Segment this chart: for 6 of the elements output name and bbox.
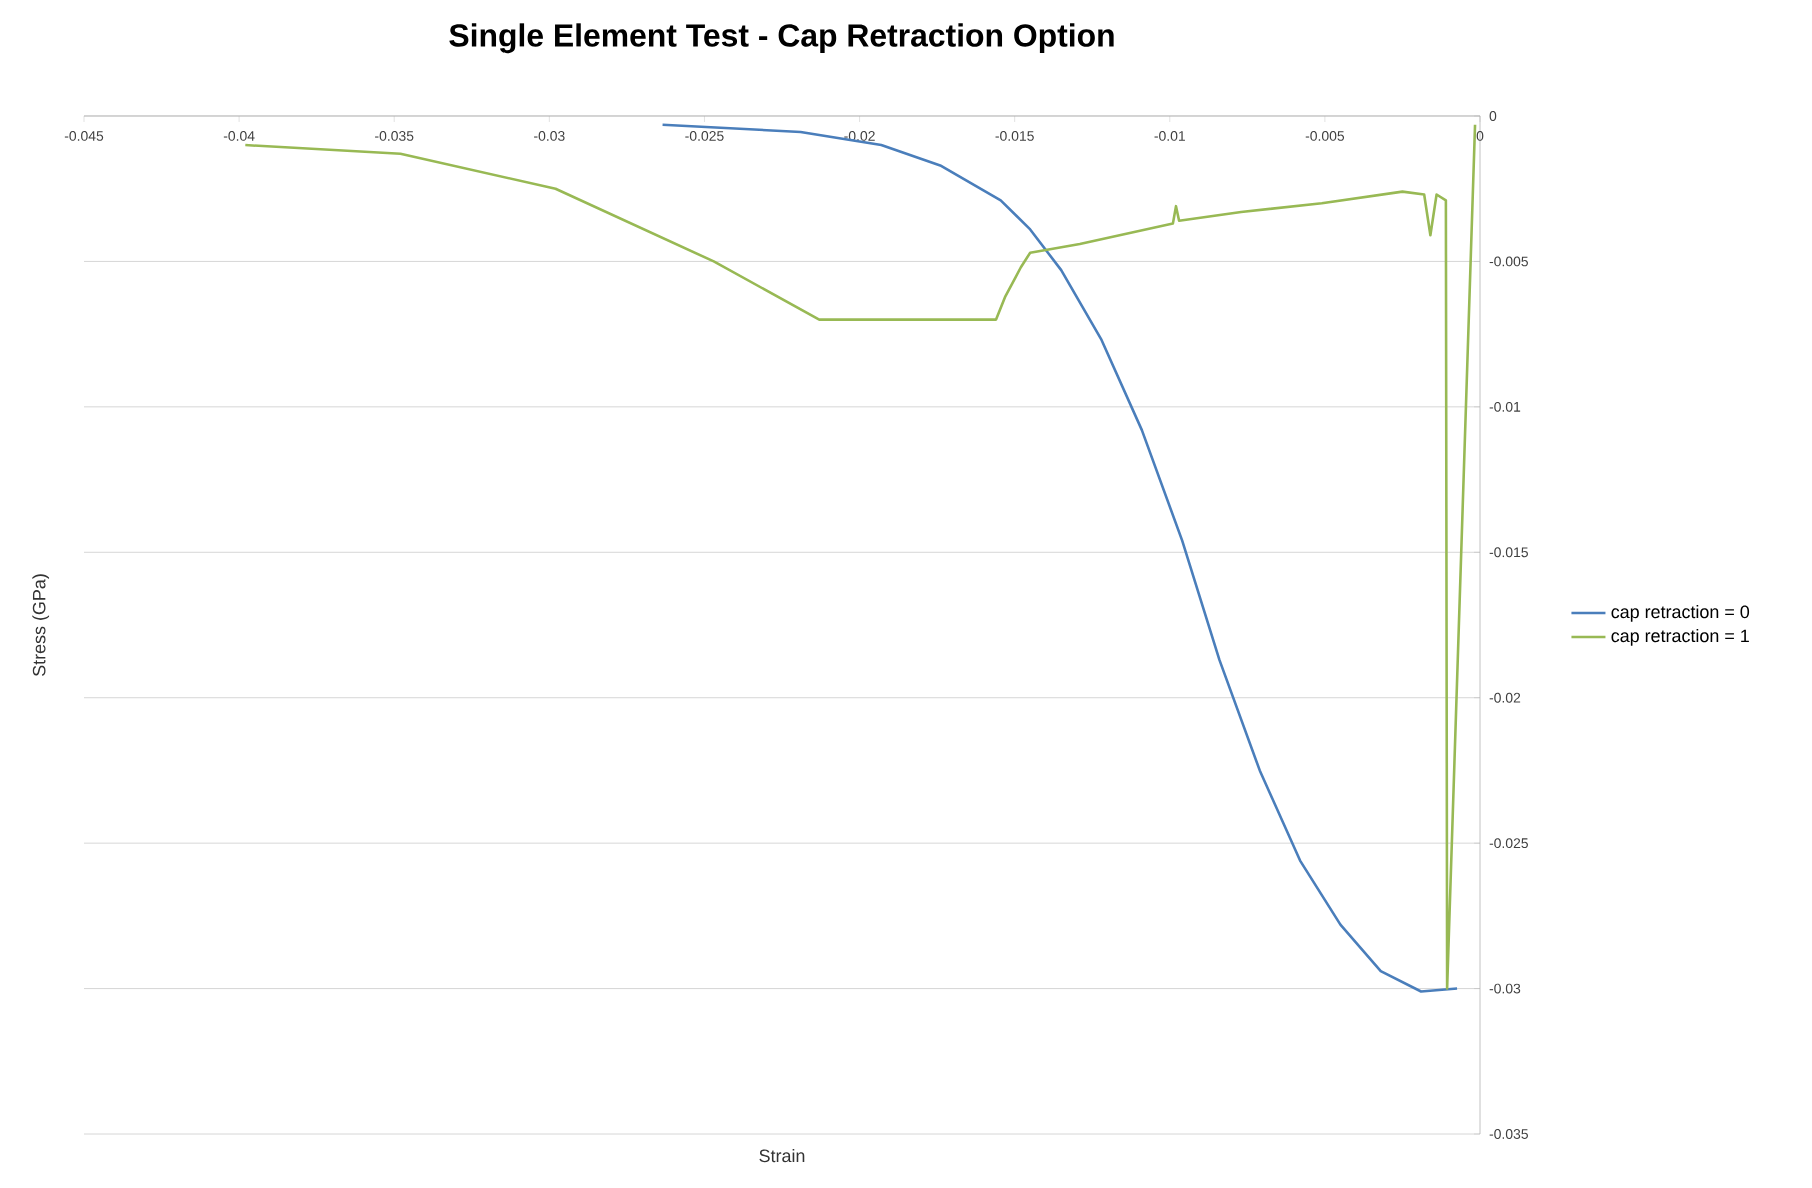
chart-title: Single Element Test - Cap Retraction Option [449, 23, 1114, 54]
legend-label: cap retraction = 1 [1611, 628, 1749, 646]
y-axis-title: Stress (GPa) [32, 574, 50, 676]
x-axis-title: Strain [759, 1149, 805, 1163]
legend-label: cap retraction = 0 [1611, 605, 1750, 622]
line-series [661, 123, 1459, 993]
